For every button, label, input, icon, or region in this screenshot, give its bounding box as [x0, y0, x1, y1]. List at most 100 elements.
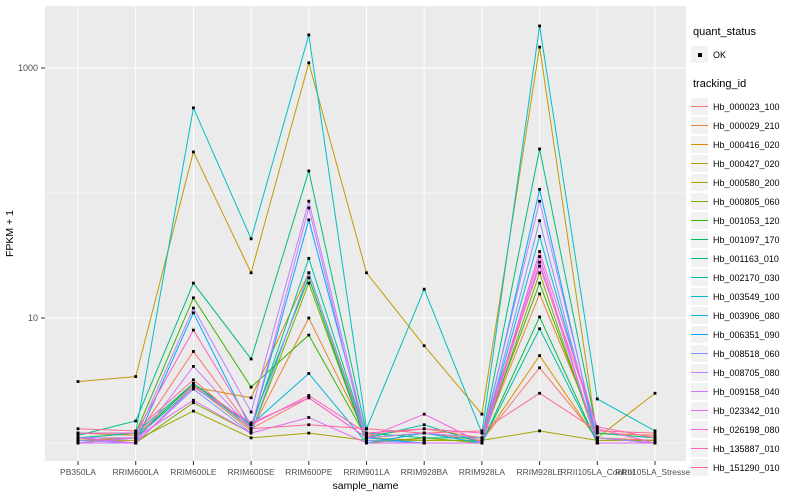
data-point — [134, 434, 138, 437]
data-point — [192, 383, 195, 387]
y-tick-label: 10 — [28, 313, 38, 323]
data-point — [192, 106, 195, 110]
legend-swatch-line — [691, 220, 708, 221]
data-point — [538, 429, 541, 433]
data-point — [249, 237, 253, 241]
x-tick-label: RRIM928LA — [459, 467, 506, 477]
data-point — [307, 199, 311, 203]
data-point — [76, 436, 80, 440]
legend-quant-status: quant_status OK — [691, 26, 800, 64]
data-point — [538, 250, 541, 253]
data-point — [192, 296, 195, 300]
data-point — [192, 365, 195, 368]
legend-item-label: Hb_000427_020 — [713, 158, 780, 169]
legend-item: Hb_000416_020 — [691, 135, 800, 154]
data-point — [538, 199, 541, 203]
legend-swatch-line — [691, 296, 708, 297]
y-tick-label: 1000 — [18, 63, 38, 73]
x-tick-label: RRIM600PE — [285, 467, 333, 477]
data-point — [76, 380, 80, 383]
legend-key-box — [691, 231, 708, 248]
x-axis-title: sample_name — [333, 480, 399, 492]
data-point — [595, 429, 599, 433]
y-axis-title: FPKM + 1 — [4, 210, 16, 257]
legend-key-box — [691, 117, 708, 134]
data-point — [249, 410, 253, 414]
data-point — [538, 219, 541, 223]
legend-item-label: Hb_003906_080 — [713, 310, 780, 321]
data-point — [307, 61, 311, 65]
legend-item: Hb_001053_120 — [691, 211, 800, 230]
legend-swatch-line — [691, 429, 708, 430]
legend-item-label: Hb_000805_060 — [713, 196, 780, 207]
legend-key-box — [691, 345, 708, 362]
legend-item-label: Hb_003549_100 — [713, 291, 780, 302]
data-point — [134, 419, 138, 423]
legend-item-label: Hb_000029_210 — [713, 120, 780, 131]
legend-item-label: Hb_000580_200 — [713, 177, 780, 188]
legend-swatch-line — [691, 353, 708, 354]
legend-key-box — [691, 250, 708, 267]
data-point — [134, 429, 138, 433]
data-point — [192, 150, 195, 154]
legend-item: Hb_023342_010 — [691, 401, 800, 420]
data-point — [422, 423, 426, 427]
data-point — [480, 431, 484, 435]
data-point — [134, 438, 138, 442]
legend-key-box — [691, 269, 708, 286]
legend-key-box — [691, 136, 708, 153]
legend-key-box — [691, 421, 708, 438]
data-point — [192, 398, 195, 402]
data-point — [365, 427, 368, 431]
data-point — [192, 350, 195, 353]
legend-swatch-line — [691, 391, 708, 392]
legend-swatch-line — [691, 372, 708, 373]
data-point — [480, 412, 484, 416]
data-point — [422, 344, 426, 348]
data-point — [249, 271, 253, 275]
data-point — [192, 378, 195, 382]
x-tick-label: RRIM600LA — [113, 467, 160, 477]
data-point — [249, 396, 253, 400]
legend-title-tracking-id: tracking_id — [693, 78, 747, 90]
legend-item: Hb_000029_210 — [691, 116, 800, 135]
legend-item-ok: OK — [691, 45, 800, 64]
data-point — [307, 33, 311, 37]
data-point — [422, 436, 426, 440]
data-point — [595, 425, 599, 429]
data-point — [249, 423, 253, 427]
x-tick-label: PB350LA — [60, 467, 96, 477]
x-tick-label: RRIM600SE — [227, 467, 275, 477]
data-point — [538, 187, 541, 191]
data-point — [307, 423, 311, 427]
legend-item-label: Hb_026198_080 — [713, 424, 780, 435]
data-point — [538, 315, 541, 319]
legend-key-box — [691, 383, 708, 400]
data-point — [192, 306, 195, 310]
data-point — [249, 431, 253, 435]
plot-panel — [45, 6, 686, 461]
legend-tracking-items: Hb_000023_100 Hb_000029_210 Hb_000416_020 H… — [691, 97, 800, 477]
data-point — [134, 431, 138, 435]
data-point — [422, 431, 426, 435]
data-point — [538, 354, 541, 358]
legend-item: Hb_009158_040 — [691, 382, 800, 401]
data-point — [249, 385, 253, 389]
data-point — [480, 429, 484, 433]
data-point — [538, 391, 541, 395]
legend-key-box — [691, 459, 708, 476]
legend-item-label: Hb_002170_030 — [713, 272, 780, 283]
data-point — [134, 436, 138, 440]
legend-item: Hb_003549_100 — [691, 287, 800, 306]
data-point — [538, 45, 541, 49]
legend-swatch-line — [691, 106, 708, 107]
legend-key-box — [691, 364, 708, 381]
x-tick-label: RRIM928BA — [401, 467, 449, 477]
data-point — [307, 431, 311, 435]
data-point — [76, 441, 80, 445]
legend-key-box — [691, 326, 708, 343]
legend-item: Hb_026198_080 — [691, 420, 800, 439]
data-point — [307, 333, 311, 337]
legend-item-label: Hb_006351_090 — [713, 329, 780, 340]
legend-item-label: Hb_000023_100 — [713, 101, 780, 112]
